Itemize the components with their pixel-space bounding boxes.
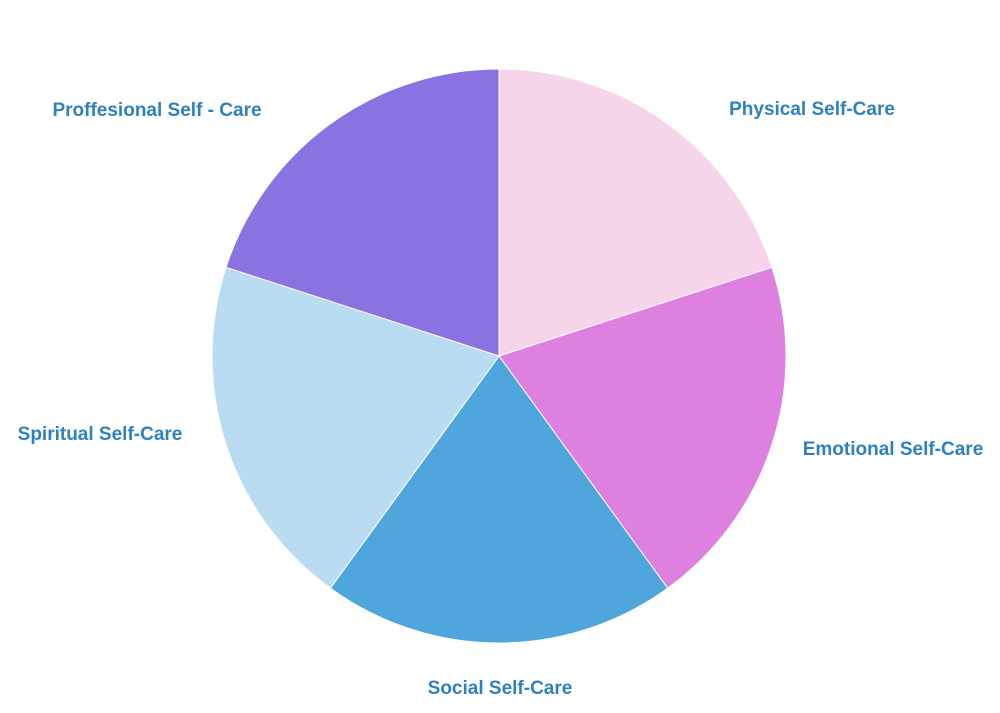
pie-slice [225, 68, 500, 357]
pie-slice [498, 266, 787, 589]
pie-slice [329, 355, 669, 644]
slice-label: Social Self-Care [428, 678, 573, 699]
slice-label: Spiritual Self-Care [18, 424, 183, 445]
slice-label: Emotional Self-Care [803, 439, 984, 460]
slice-label: Physical Self-Care [729, 99, 895, 120]
pie-slice [498, 68, 773, 357]
slice-label: Proffesional Self - Care [52, 100, 261, 121]
pie-slice [211, 266, 500, 589]
